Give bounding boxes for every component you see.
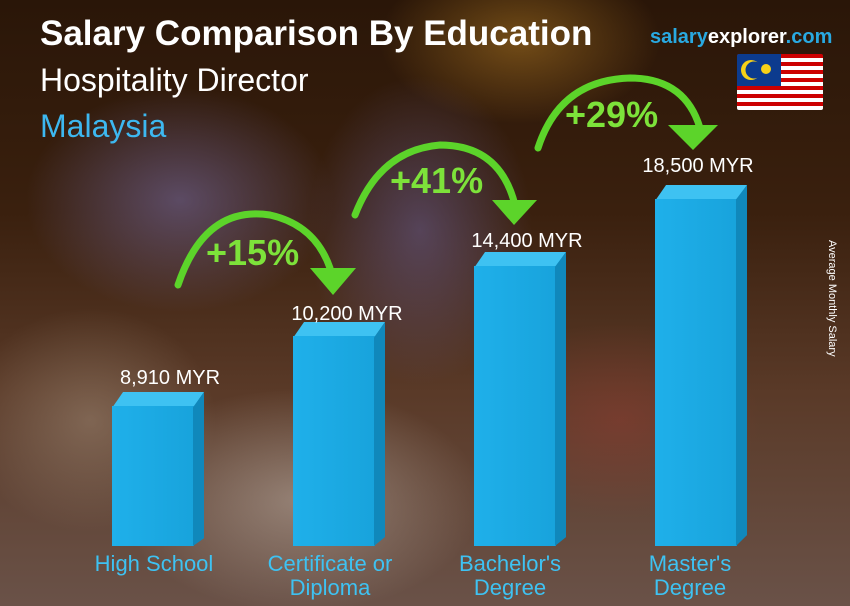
category-line-1: High School <box>94 551 214 576</box>
arrow-curve-3 <box>534 74 704 152</box>
increase-label-3: +29% <box>565 94 659 135</box>
arrow-curve-2 <box>351 141 519 219</box>
increase-label-1: +15% <box>206 232 300 273</box>
brand-part-salary: salary <box>650 26 708 48</box>
arrow-curve-1 <box>174 210 334 289</box>
brand-link[interactable]: salaryexplorer.com <box>650 26 832 49</box>
job-title: Hospitality Director <box>40 62 309 98</box>
value-label-masters: 18,500 MYR <box>642 155 754 177</box>
category-label-high-school: High School <box>64 552 244 576</box>
country-label: Malaysia <box>40 108 167 144</box>
value-label-bachelors: 14,400 MYR <box>471 230 583 252</box>
value-label-high-school: 8,910 MYR <box>119 367 221 389</box>
arrow-head-1 <box>310 268 356 295</box>
y-axis-label: Average Monthly Salary <box>826 240 838 357</box>
brand-part-com: .com <box>785 26 833 48</box>
category-line-1: Master's <box>648 551 732 576</box>
category-label-certificate: Certificate or Diploma <box>240 552 420 600</box>
chart-title: Salary Comparison By Education <box>40 14 593 53</box>
arrow-head-3 <box>668 125 718 150</box>
increase-label-2: +41% <box>390 160 484 201</box>
arrow-head-2 <box>492 200 537 225</box>
value-label-certificate: 10,200 MYR <box>291 303 403 325</box>
category-line-2: Degree <box>653 575 727 600</box>
brand-part-explorer: explorer <box>707 26 786 48</box>
malaysia-flag-icon <box>737 54 823 110</box>
category-line-1: Certificate or <box>267 551 393 576</box>
category-line-1: Bachelor's <box>458 551 562 576</box>
category-label-bachelors: Bachelor's Degree <box>420 552 600 600</box>
category-label-masters: Master's Degree <box>600 552 780 600</box>
category-line-2: Degree <box>473 575 547 600</box>
category-line-2: Diploma <box>289 575 371 600</box>
